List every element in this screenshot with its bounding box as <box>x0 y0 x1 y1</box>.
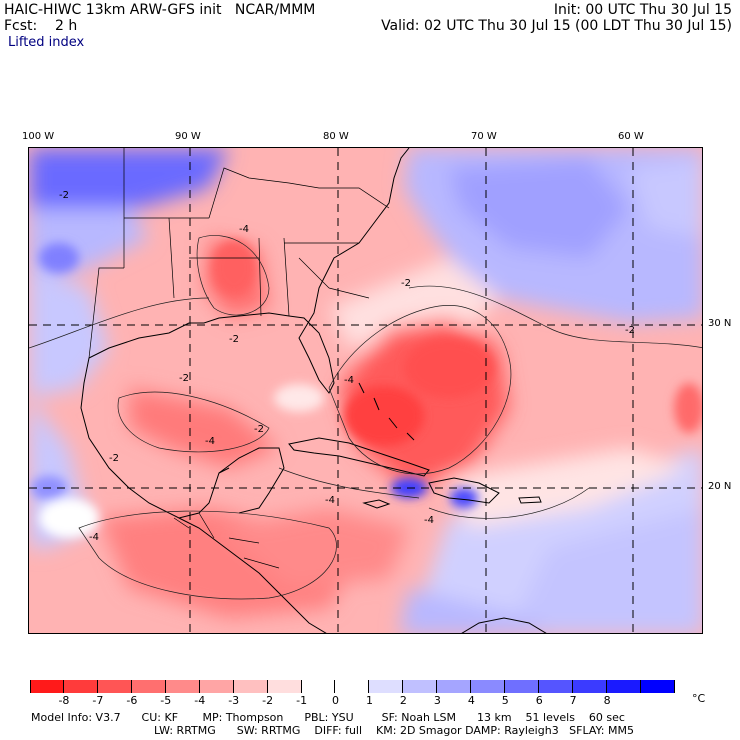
lat-label-30n: 30 N <box>708 318 732 329</box>
lifted-index-map: -2 -4 -2 -2 -4 -4 -2 -2 -4 -2 -4 -2 -4 <box>28 147 703 634</box>
contours <box>29 235 702 600</box>
colorbar-tick-label: 5 <box>501 694 509 707</box>
variable-name: Lifted index <box>8 35 85 50</box>
lon-label-70w: 70 W <box>471 131 497 142</box>
colorbar-tick-label: 3 <box>433 694 441 707</box>
colorbar-tick-label: -7 <box>92 694 104 707</box>
colorbar-tick-label: 7 <box>569 694 577 707</box>
colorbar-swatch <box>573 680 607 693</box>
colorbar-swatch <box>606 680 641 693</box>
colorbar-swatch <box>539 680 573 693</box>
colorbar-swatch <box>369 680 404 693</box>
colorbar-swatch <box>335 680 370 693</box>
colorbar-swatch <box>233 680 268 693</box>
colorbar-swatch <box>97 680 132 693</box>
lon-label-60w: 60 W <box>618 131 644 142</box>
colorbar-tick-label: 0 <box>332 694 340 707</box>
colorbar <box>30 680 675 693</box>
political-borders <box>88 148 390 569</box>
contour-label: -2 <box>625 325 635 336</box>
contour-label: -4 <box>89 532 99 543</box>
colorbar-tick-label: 6 <box>535 694 543 707</box>
colorbar-tick-label: 8 <box>603 694 611 707</box>
colorbar-tick-label: -6 <box>126 694 138 707</box>
contour-label: -4 <box>344 375 354 386</box>
model-title: HAIC-HIWC 13km ARW-GFS init NCAR/MMM <box>4 2 316 18</box>
colorbar-tick-label: 1 <box>365 694 373 707</box>
colorbar-tick-label: -8 <box>58 694 70 707</box>
colorbar-swatch <box>131 680 166 693</box>
colorbar-tick-label: -2 <box>262 694 274 707</box>
contour-label: -2 <box>254 424 264 435</box>
colorbar-tick-label: -4 <box>194 694 206 707</box>
contour-label: -4 <box>325 495 335 506</box>
colorbar-swatch <box>165 680 200 693</box>
colorbar-swatch <box>403 680 438 693</box>
init-time: Init: 00 UTC Thu 30 Jul 15 <box>553 2 732 18</box>
colorbar-tick-label: -5 <box>160 694 172 707</box>
lon-label-90w: 90 W <box>175 131 201 142</box>
lon-label-100w: 100 W <box>22 131 55 142</box>
contour-label: -2 <box>401 278 411 289</box>
graticule <box>29 148 702 633</box>
contour-label: -2 <box>179 373 189 384</box>
colorbar-tick-label: 4 <box>467 694 475 707</box>
colorbar-swatch <box>30 680 64 693</box>
contour-label: -4 <box>424 515 434 526</box>
colorbar-tick-label: -1 <box>296 694 308 707</box>
field-detail <box>31 240 702 538</box>
contour-label: -4 <box>205 436 215 447</box>
colorbar-swatch <box>640 680 675 693</box>
model-info-line2: LW: RRTMG SW: RRTMG DIFF: full KM: 2D Sm… <box>154 724 634 737</box>
contour-label-group: -2 -4 -2 -2 -4 -4 -2 -2 -4 -2 -4 -2 -4 <box>59 190 635 543</box>
colorbar-swatch <box>505 680 540 693</box>
contour-label: -2 <box>109 453 119 464</box>
colorbar-swatch <box>63 680 98 693</box>
lon-label-80w: 80 W <box>323 131 349 142</box>
colorbar-tick-label: -3 <box>228 694 240 707</box>
contour-label: -2 <box>229 334 239 345</box>
contour-label: -4 <box>239 224 249 235</box>
valid-time: Valid: 02 UTC Thu 30 Jul 15 (00 LDT Thu … <box>381 18 732 34</box>
colorbar-swatch <box>267 680 302 693</box>
lat-label-20n: 20 N <box>708 481 732 492</box>
colorbar-swatch <box>301 680 336 693</box>
colorbar-swatch <box>471 680 506 693</box>
forecast-hour: Fcst: 2 h <box>4 18 78 34</box>
colorbar-swatch <box>437 680 472 693</box>
colorbar-swatch <box>199 680 234 693</box>
model-info-line1: Model Info: V3.7 CU: KF MP: Thompson PBL… <box>31 711 625 724</box>
colorbar-unit: °C <box>692 692 706 705</box>
contour-label: -2 <box>59 190 69 201</box>
colorbar-tick-label: 2 <box>399 694 407 707</box>
